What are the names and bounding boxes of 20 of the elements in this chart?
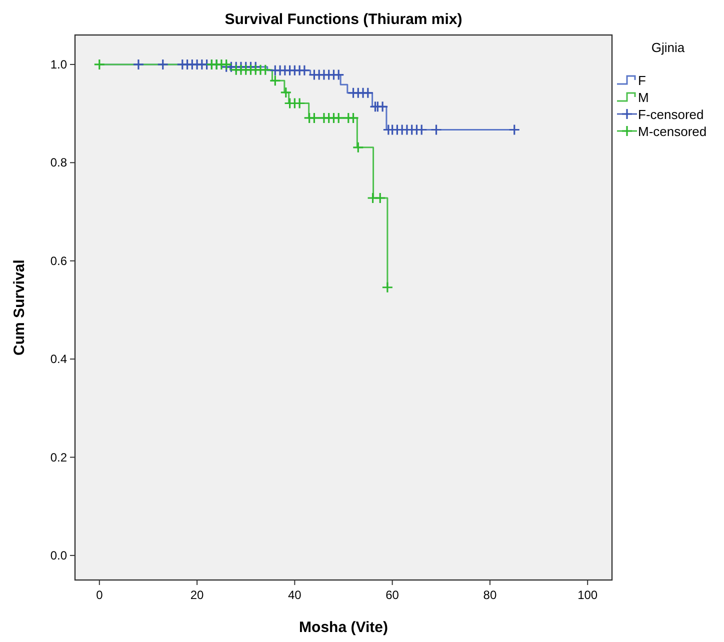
y-tick-label: 0.8 [50, 156, 68, 170]
legend-label: M [638, 90, 649, 105]
x-tick-label: 60 [386, 588, 400, 602]
x-tick-label: 40 [288, 588, 302, 602]
legend-label: F [638, 73, 646, 88]
x-tick-label: 20 [190, 588, 204, 602]
x-axis-title: Mosha (Vite) [299, 619, 388, 636]
legend-label: F-censored [638, 107, 704, 122]
legend-title: Gjinia [651, 40, 686, 55]
chart-title: Survival Functions (Thiuram mix) [224, 11, 462, 28]
x-tick-label: 100 [578, 588, 598, 602]
y-tick-label: 0.2 [50, 450, 68, 464]
y-tick-label: 0.0 [50, 548, 68, 562]
legend-label: M-censored [638, 124, 707, 139]
y-axis-title: Cum Survival [11, 260, 28, 356]
y-tick-label: 0.4 [50, 352, 68, 366]
x-tick-label: 80 [483, 588, 497, 602]
y-tick-label: 0.6 [50, 254, 68, 268]
x-tick-label: 0 [96, 588, 104, 602]
y-tick-label: 1.0 [50, 57, 68, 72]
